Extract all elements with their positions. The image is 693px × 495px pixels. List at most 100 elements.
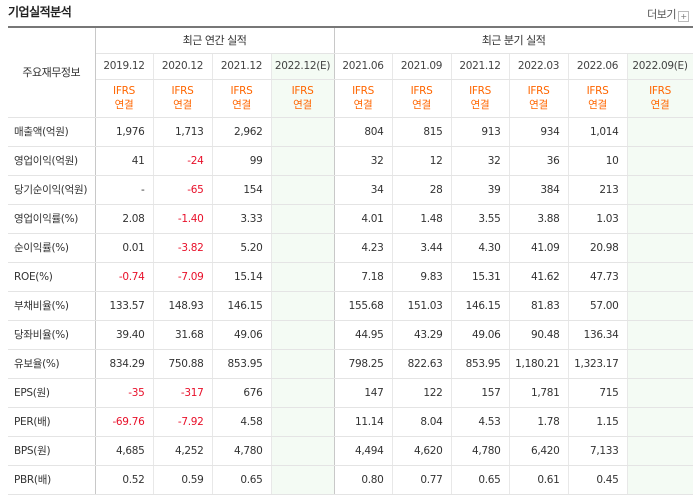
period-label: 2021.12 (220, 60, 263, 72)
table-cell: 99 (212, 146, 272, 176)
consolidation-label: 연결 (588, 99, 607, 111)
row-label: 유보율(%) (8, 349, 96, 379)
table-cell (271, 262, 335, 292)
period-header: 2021.12 (212, 53, 272, 80)
table-cell: 49.06 (451, 320, 510, 350)
table-cell: 0.52 (95, 465, 154, 495)
ifrs-header: IFRS 연결 (451, 79, 510, 118)
table-cell: 12 (392, 146, 452, 176)
table-cell: 804 (334, 116, 393, 147)
table-cell: 213 (568, 175, 628, 205)
table-cell (627, 465, 693, 495)
table-cell: 853.95 (451, 349, 510, 379)
table-cell: 0.59 (153, 465, 213, 495)
period-label: 2021.06 (342, 60, 384, 72)
table-cell: 913 (451, 116, 510, 147)
table-cell (627, 146, 693, 176)
table-cell: 4,252 (153, 436, 213, 466)
table-cell: 750.88 (153, 349, 213, 379)
table-cell: 384 (509, 175, 569, 205)
table-cell: 853.95 (212, 349, 272, 379)
ifrs-label: IFRS (649, 85, 671, 97)
table-cell (627, 407, 693, 437)
period-header: 2020.12 (153, 53, 213, 80)
group-header-row: 주요재무정보 최근 연간 실적 최근 분기 실적 (8, 26, 693, 118)
table-row: 부채비율(%) 133.57 148.93 146.15 155.68 151.03 146… (8, 290, 693, 321)
table-cell: 5.20 (212, 233, 272, 263)
table-row: EPS(원) -35 -317 676 147 122 157 1,781 715 (8, 377, 693, 408)
period-header-row: 2019.12 2020.12 2021.12 2022.12(E) 2021.06 20… (8, 53, 693, 80)
more-label: 더보기 (647, 8, 676, 21)
table-cell (627, 436, 693, 466)
table-row: 영업이익률(%) 2.08 -1.40 3.33 4.01 1.48 3.55 3.88 1.0… (8, 203, 693, 234)
table-cell: 6,420 (509, 436, 569, 466)
table-cell: 676 (212, 377, 272, 408)
more-link[interactable]: 더보기 + (647, 6, 689, 22)
table-cell: -1.40 (153, 203, 213, 234)
table-cell: 834.29 (95, 349, 154, 379)
row-label: 순이익률(%) (8, 233, 96, 263)
period-label: 2022.12(E) (274, 60, 331, 72)
table-cell: 798.25 (334, 349, 393, 379)
table-cell: 1,781 (509, 377, 569, 408)
table-cell (627, 320, 693, 350)
table-cell: 4,780 (212, 436, 272, 466)
table-cell: 32 (451, 146, 510, 176)
period-label: 2022.06 (576, 60, 619, 72)
table-cell: 1,323.17 (568, 349, 628, 379)
period-header: 2021.06 (334, 53, 393, 80)
table-cell: 155.68 (334, 290, 393, 321)
consolidation-label: 연결 (650, 99, 670, 111)
ifrs-header: IFRS 연결 (153, 79, 213, 118)
table-cell: 81.83 (509, 290, 569, 321)
table-cell (271, 377, 335, 408)
table-cell: -69.76 (95, 407, 154, 437)
table-cell (271, 349, 335, 379)
table-cell: 146.15 (451, 290, 510, 321)
table-cell: 32 (334, 146, 393, 176)
table-cell (271, 116, 335, 147)
period-header: 2022.06 (568, 53, 628, 80)
period-label: 2019.12 (103, 60, 145, 72)
table-cell (627, 349, 693, 379)
table-cell: 1.15 (568, 407, 628, 437)
period-header: 2021.09 (392, 53, 452, 80)
consolidation-label: 연결 (412, 99, 431, 111)
table-cell (271, 436, 335, 466)
table-cell: 15.31 (451, 262, 510, 292)
ifrs-label: IFRS (352, 85, 374, 97)
table-cell: 4,685 (95, 436, 154, 466)
table-cell: 1,976 (95, 116, 154, 147)
row-label: ROE(%) (8, 262, 96, 292)
period-label: 2020.12 (161, 60, 204, 72)
table-cell: 136.34 (568, 320, 628, 350)
table-cell: -3.82 (153, 233, 213, 263)
table-cell: 0.65 (451, 465, 510, 495)
row-label: 영업이익(억원) (8, 146, 96, 176)
consolidation-label: 연결 (470, 99, 490, 111)
table-cell: 0.61 (509, 465, 569, 495)
ifrs-header: IFRS 연결 (212, 79, 272, 118)
table-row: 영업이익(억원) 41 -24 99 32 12 32 36 10 (8, 146, 693, 176)
table-cell (271, 175, 335, 205)
financial-table: 주요재무정보 최근 연간 실적 최근 분기 실적 2019.12 2020.12 2… (8, 26, 693, 495)
table-cell: 1.78 (509, 407, 569, 437)
table-cell (627, 116, 693, 147)
table-row: 당기순이익(억원) - -65 154 34 28 39 384 213 (8, 175, 693, 205)
ifrs-label: IFRS (171, 85, 194, 97)
table-cell: 0.01 (95, 233, 154, 263)
table-cell (271, 290, 335, 321)
table-cell: 0.65 (212, 465, 272, 495)
annual-group-header: 최근 연간 실적 (95, 26, 335, 54)
row-label: PER(배) (8, 407, 96, 437)
row-label: PBR(배) (8, 465, 96, 495)
table-cell: 3.55 (451, 203, 510, 234)
table-cell: -65 (153, 175, 213, 205)
ifrs-label: IFRS (469, 85, 491, 97)
table-cell: -35 (95, 377, 154, 408)
table-cell: 7,133 (568, 436, 628, 466)
table-cell: 3.44 (392, 233, 452, 263)
row-label: 매출액(억원) (8, 116, 96, 147)
ifrs-header: IFRS 연결 (509, 79, 569, 118)
table-cell (271, 465, 335, 495)
